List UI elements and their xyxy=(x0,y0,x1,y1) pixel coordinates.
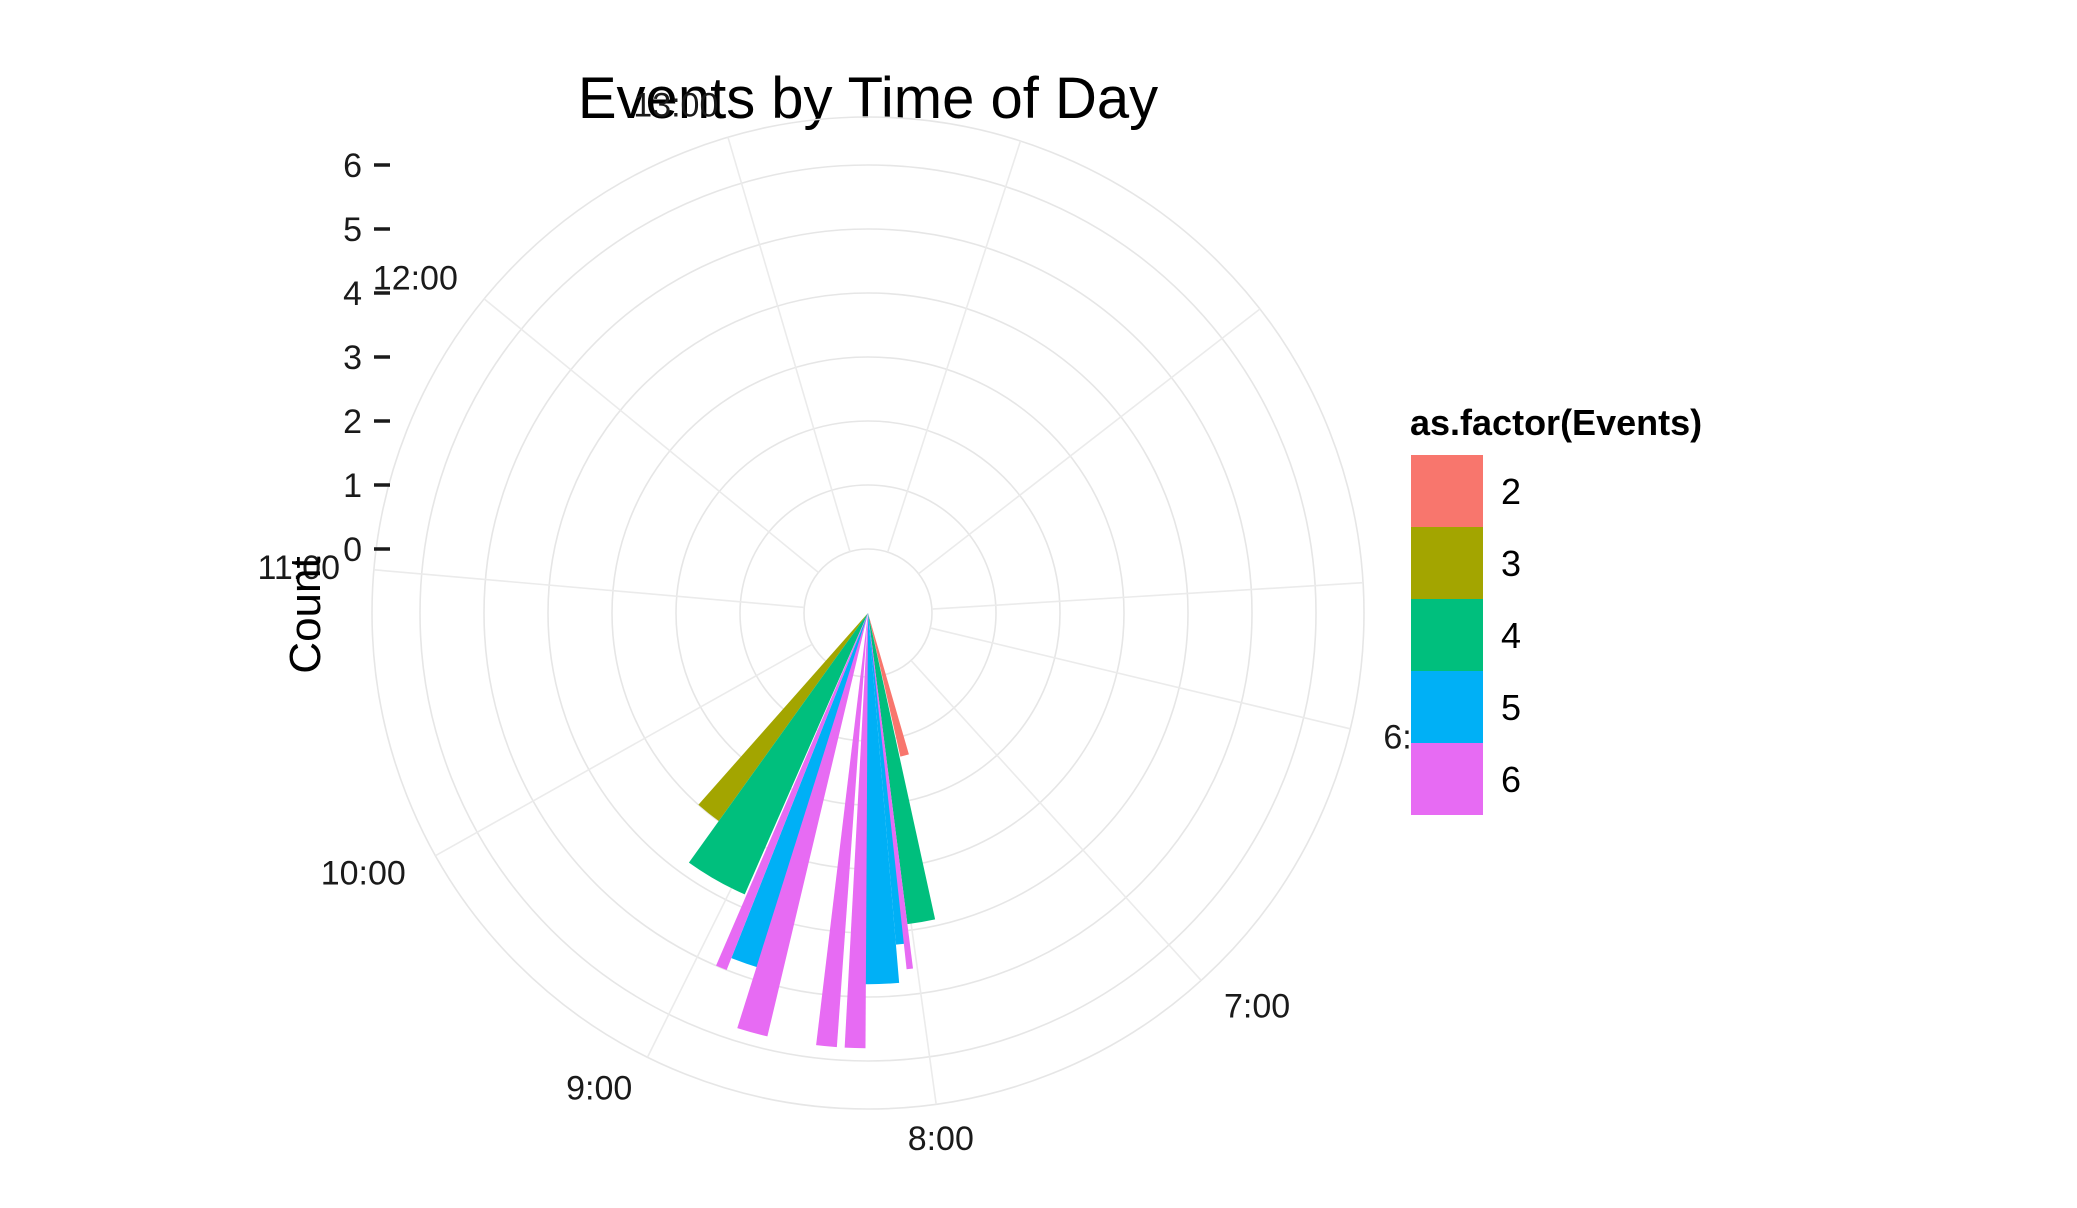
grid-spoke xyxy=(910,659,1202,981)
r-axis-tick-label: 6 xyxy=(343,147,362,185)
grid-spoke xyxy=(373,568,805,609)
legend-key-2 xyxy=(1411,455,1483,527)
radial-axis: 0 1 2 3 4 5 6 xyxy=(343,147,390,569)
legend: as.factor(Events) 2 3 4 5 6 xyxy=(1410,402,1702,815)
bar-events-6 xyxy=(816,613,868,1048)
grid-spoke xyxy=(931,581,1364,610)
grid-spoke xyxy=(483,298,819,574)
grid-spoke xyxy=(435,643,813,857)
bar-events-2 xyxy=(868,613,909,757)
r-axis-tick-label: 1 xyxy=(343,467,362,505)
polar-grid xyxy=(371,116,1365,1110)
legend-key-5 xyxy=(1411,671,1483,743)
r-axis-tick-label: 2 xyxy=(343,403,362,441)
r-axis-tick-label: 5 xyxy=(343,211,362,249)
theta-tick-label: 7:00 xyxy=(1224,988,1290,1026)
legend-label: 6 xyxy=(1501,759,1521,800)
legend-items: 2 3 4 5 6 xyxy=(1411,455,1521,815)
grid-spoke xyxy=(918,308,1261,575)
bar-events-6 xyxy=(868,613,914,970)
theta-tick-label: 8:00 xyxy=(908,1120,974,1158)
bars xyxy=(688,613,936,1049)
legend-label: 3 xyxy=(1501,543,1521,584)
theta-tick-label: 13:00 xyxy=(633,87,718,125)
grid-spoke xyxy=(727,136,851,552)
r-axis-tick-label: 4 xyxy=(343,275,362,313)
bar-events-4 xyxy=(868,613,936,925)
chart-title: Events by Time of Day xyxy=(578,66,1158,131)
theta-tick-label: 12:00 xyxy=(373,259,458,297)
grid-circle-outer xyxy=(371,116,1365,1110)
grid-circle xyxy=(483,228,1253,998)
bar-events-6 xyxy=(737,613,868,1037)
legend-key-6 xyxy=(1411,743,1483,815)
legend-label: 2 xyxy=(1501,471,1521,512)
bar-events-6 xyxy=(716,613,868,971)
legend-key-3 xyxy=(1411,527,1483,599)
r-axis-tick-label: 0 xyxy=(343,531,362,569)
legend-title: as.factor(Events) xyxy=(1410,402,1702,443)
grid-spoke xyxy=(886,140,1022,553)
theta-tick-label: 9:00 xyxy=(566,1070,632,1108)
legend-label: 4 xyxy=(1501,615,1521,656)
r-axis-tick-label: 3 xyxy=(343,339,362,377)
grid-circle xyxy=(419,164,1317,1062)
theta-tick-label: 11:00 xyxy=(257,549,340,587)
legend-label: 5 xyxy=(1501,687,1521,728)
grid-spoke xyxy=(930,627,1351,730)
bar-events-3 xyxy=(698,613,868,821)
bar-events-4 xyxy=(688,613,868,895)
legend-key-4 xyxy=(1411,599,1483,671)
bar-events-5 xyxy=(731,613,868,969)
theta-tick-label: 10:00 xyxy=(321,854,406,892)
y-axis-title: Count xyxy=(281,556,330,673)
bar-events-6 xyxy=(844,613,868,1049)
